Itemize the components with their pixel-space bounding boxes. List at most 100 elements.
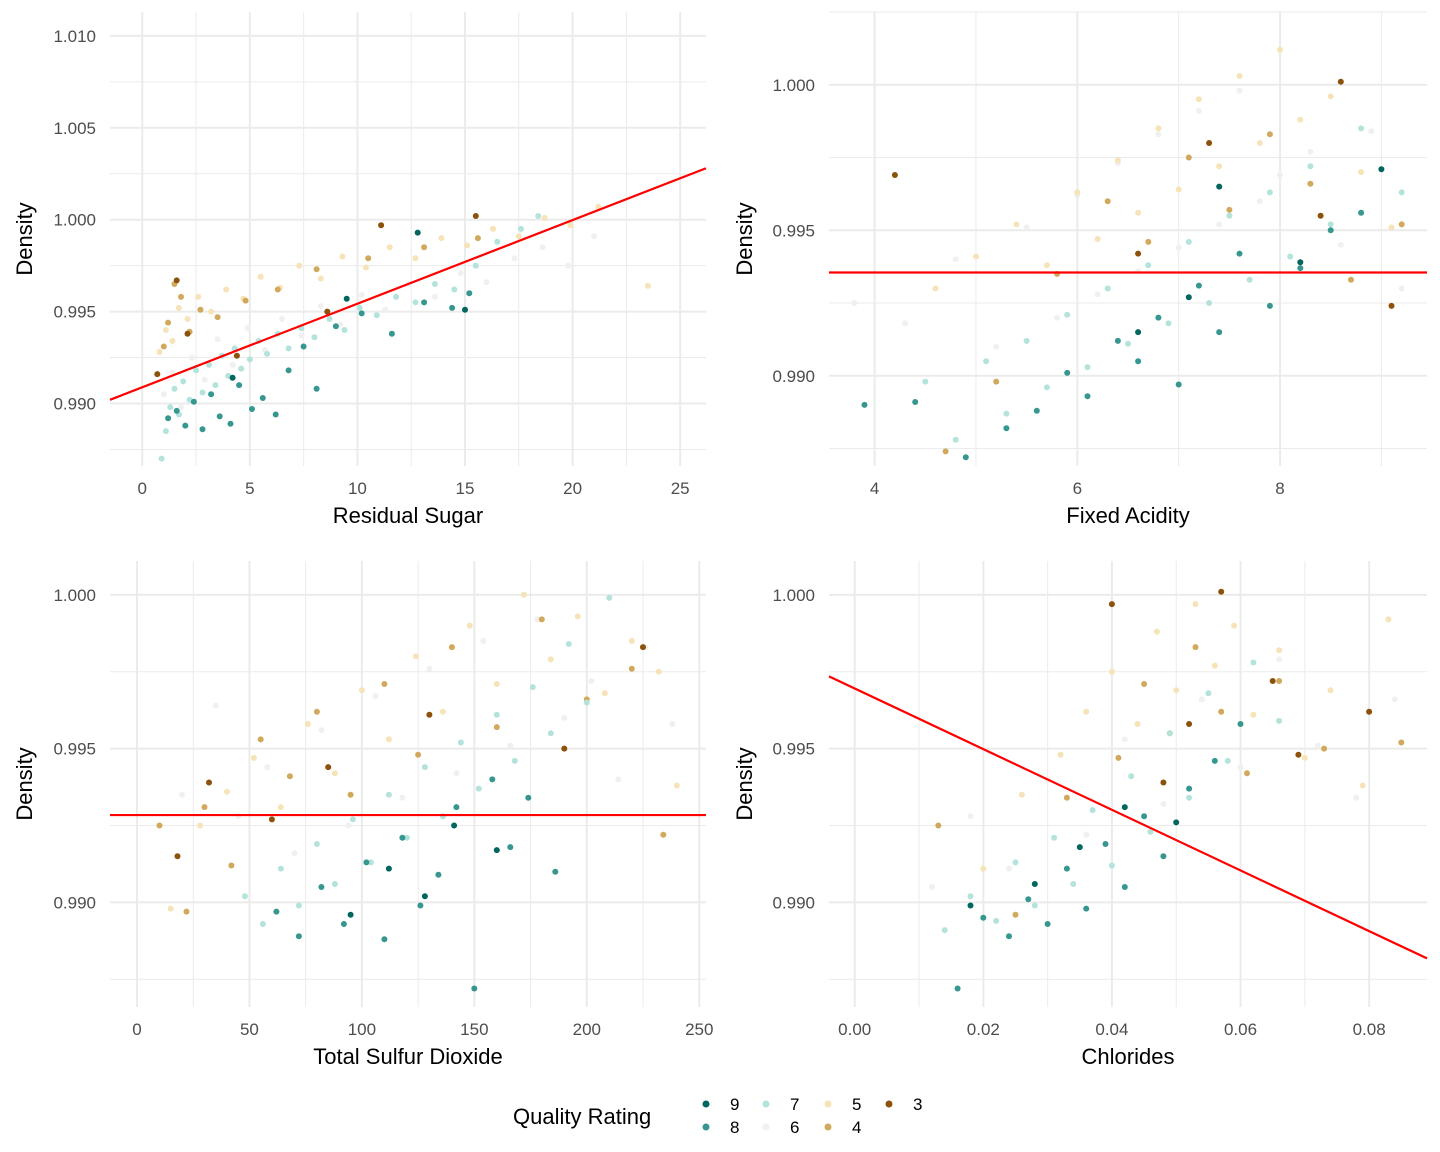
data-point [1297,259,1304,266]
data-point [298,332,305,339]
data-point [1104,198,1111,205]
data-point [421,244,428,251]
data-point [195,293,202,300]
data-point [331,881,338,887]
data-point [304,721,311,727]
data-point [1121,736,1128,743]
data-point [1276,647,1283,654]
legend-key [824,1100,832,1108]
y-tick-label: 0.995 [772,740,815,759]
data-point [967,893,974,900]
data-point [1003,410,1010,417]
data-point [438,235,445,242]
data-point [448,644,455,651]
data-point [983,358,990,365]
data-point [1070,881,1077,887]
data-point [212,702,219,709]
data-point [1297,116,1304,123]
data-point [1226,206,1233,213]
legend-label: 3 [913,1095,922,1114]
data-point [1141,681,1148,687]
y-tick-label: 1.005 [53,119,96,138]
x-tick-label: 6 [1073,479,1082,498]
data-point [171,385,178,392]
data-point [295,902,302,909]
x-tick-label: 20 [563,479,582,498]
data-point [655,668,662,675]
data-point [457,270,464,276]
data-point [535,213,542,219]
panel-3: 0 50 100 150 200 250 0.990 0.995 1.000 Total Sulf… [12,561,713,1069]
data-point [227,420,234,427]
data-point [980,914,987,921]
legend-key [702,1100,710,1108]
data-point [1003,425,1010,432]
data-point [1153,628,1160,635]
series-quality-3 [1108,588,1373,786]
legend-label: 9 [730,1095,739,1114]
data-point [264,764,271,771]
data-point [952,436,959,443]
data-point [178,404,184,411]
data-point [1231,622,1238,629]
data-point [1173,687,1180,694]
data-point [534,616,541,623]
data-point [1121,884,1128,890]
data-point [967,813,974,820]
data-point [1269,678,1276,684]
data-point [1063,865,1070,872]
data-point [1185,294,1192,301]
data-point [967,902,974,909]
data-point [325,764,332,771]
x-tick-label: 0 [132,1020,141,1039]
data-point [1244,770,1250,777]
data-point [628,665,635,672]
data-point [954,985,961,992]
data-point [412,299,419,306]
data-point [493,724,500,731]
data-point [1256,198,1263,205]
data-point [1358,169,1365,176]
data-point [449,304,456,311]
data-point [507,742,514,749]
series-quality-7 [241,594,613,927]
data-point [199,426,206,433]
data-point [1108,668,1115,675]
data-point [1246,276,1253,283]
data-point [1134,721,1141,727]
data-point [1277,46,1283,53]
data-point [1083,831,1090,838]
data-point [1192,644,1199,651]
data-point [1084,393,1091,400]
data-point [1266,189,1273,196]
data-point [415,751,422,758]
x-tick-label: 0.06 [1224,1020,1257,1039]
data-point [462,306,468,313]
x-tick-label: 150 [460,1020,488,1039]
data-point [259,395,266,401]
data-point [561,714,568,721]
chart-panels: 0 5 10 15 20 25 0.990 0.995 1.000 1.005 1.010 Resid… [12,11,1428,1069]
data-point [1266,302,1273,309]
legend-key [702,1123,710,1131]
data-point [1224,757,1231,764]
data-point [1023,337,1030,344]
data-point [1125,340,1131,347]
data-point [224,788,230,795]
data-point [199,389,206,396]
data-point [381,936,388,943]
data-point [238,365,245,372]
data-point [1398,285,1405,292]
series-quality-9 [347,822,500,918]
data-point [588,678,595,684]
data-point [1089,807,1096,814]
panel-2: 4 6 8 0.990 0.995 1.000 Fixed Acidity Density [732,11,1427,528]
y-axis-title: Density [12,202,37,275]
data-point [1368,128,1375,135]
data-point [216,413,223,420]
data-point [480,638,487,644]
data-point [529,684,536,691]
data-point [277,865,284,872]
data-point [286,773,293,780]
x-tick-label: 15 [456,479,475,498]
